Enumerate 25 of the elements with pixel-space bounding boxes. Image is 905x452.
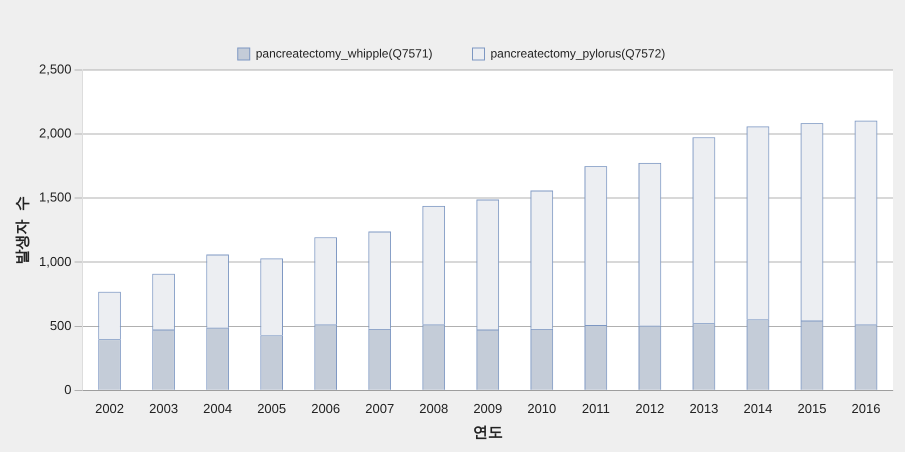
y-tick-label: 0 bbox=[64, 382, 72, 397]
x-tick-label: 2008 bbox=[419, 400, 448, 416]
y-tick-label: 1,000 bbox=[38, 254, 72, 269]
x-tick-label: 2013 bbox=[689, 400, 718, 416]
y-tick-label: 2,000 bbox=[38, 126, 72, 141]
x-tick-label: 2012 bbox=[635, 400, 664, 416]
x-tick-label: 2011 bbox=[582, 400, 610, 416]
x-tick-label: 2007 bbox=[365, 400, 394, 416]
x-tick-label: 2003 bbox=[149, 400, 178, 416]
y-tick-label: 500 bbox=[50, 318, 72, 333]
y-tick-label: 1,500 bbox=[38, 190, 72, 205]
x-tick-label: 2005 bbox=[257, 400, 286, 416]
x-tick-label: 2004 bbox=[203, 400, 232, 416]
x-tick-label: 2002 bbox=[95, 400, 124, 416]
x-tick-label: 2009 bbox=[473, 400, 502, 416]
y-axis-title: 발생자 수 bbox=[14, 196, 32, 264]
legend-label: pancreatectomy_pylorus(Q7572) bbox=[490, 46, 666, 60]
x-axis-title: 연도 bbox=[472, 424, 503, 442]
y-tick-label: 2,500 bbox=[38, 62, 72, 77]
legend-label: pancreatectomy_whipple(Q7571) bbox=[256, 46, 433, 60]
x-tick-label: 2016 bbox=[852, 400, 880, 416]
x-tick-label: 2006 bbox=[311, 400, 340, 416]
x-tick-label: 2010 bbox=[527, 400, 556, 416]
x-tick-label: 2015 bbox=[797, 400, 826, 416]
x-tick-label: 2014 bbox=[743, 400, 772, 416]
